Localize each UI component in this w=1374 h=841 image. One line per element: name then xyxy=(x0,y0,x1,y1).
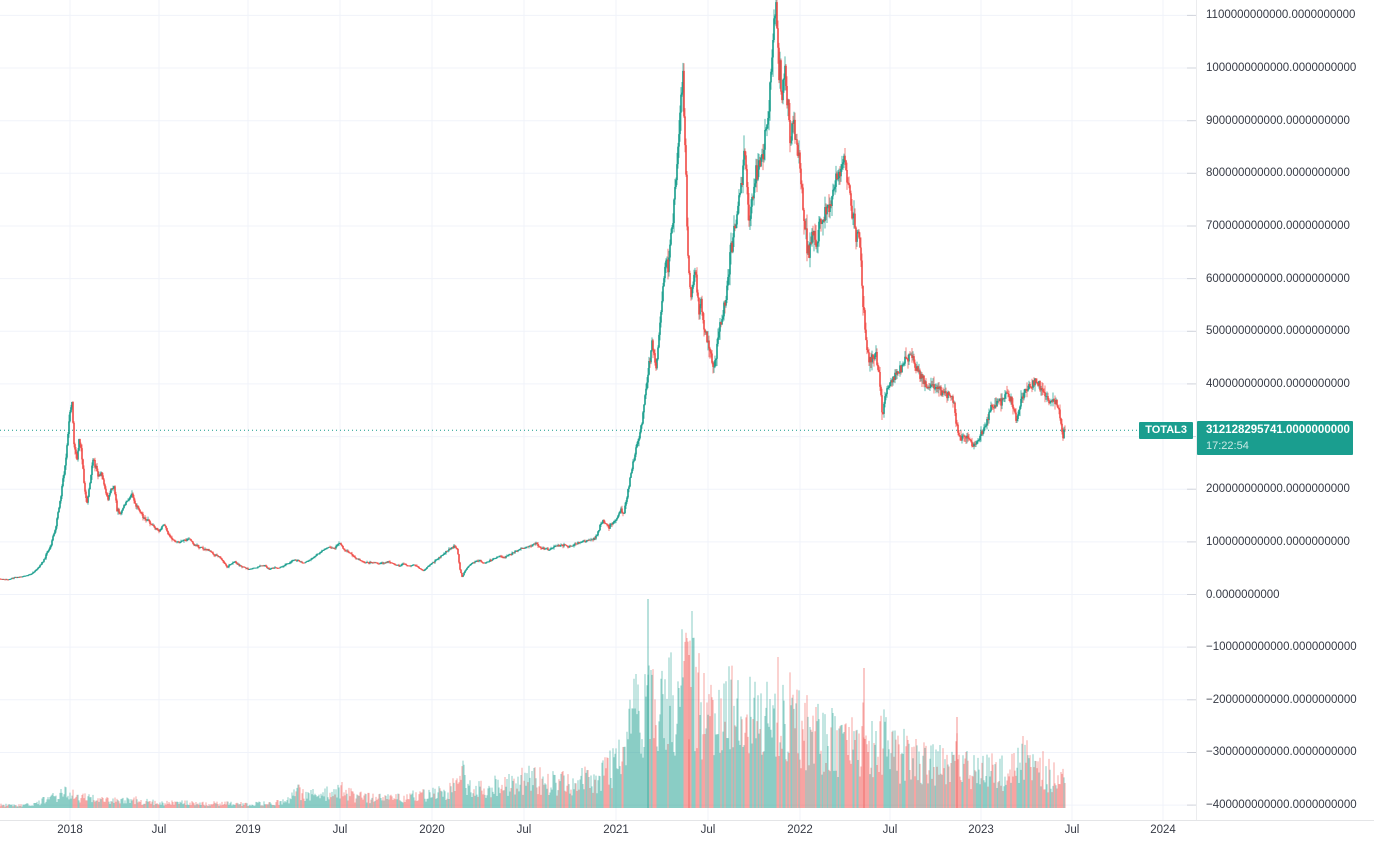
last-price-label: 312128295741.0000000000 17:22:54 xyxy=(1197,421,1353,455)
y-axis-label: −200000000000.0000000000 xyxy=(1206,693,1357,706)
x-axis-label: Jul xyxy=(882,824,898,836)
symbol-name: TOTAL3 xyxy=(1145,424,1187,436)
candle-countdown: 17:22:54 xyxy=(1206,440,1249,452)
x-axis-label: 2018 xyxy=(57,824,83,836)
time-axis[interactable]: 2018 Jul 2019 Jul 2020 Jul 2021 Jul 2022 Jul 2023 J… xyxy=(0,820,1374,841)
y-axis-label: 0.0000000000 xyxy=(1206,588,1280,601)
x-axis-label: Jul xyxy=(332,824,348,836)
x-axis-label: 2021 xyxy=(603,824,629,836)
x-axis-label: Jul xyxy=(700,824,716,836)
x-axis-label: 2022 xyxy=(787,824,813,836)
y-axis-label: 100000000000.0000000000 xyxy=(1206,535,1350,548)
y-axis-label: −400000000000.0000000000 xyxy=(1206,799,1357,812)
y-axis-label: 800000000000.0000000000 xyxy=(1206,167,1350,180)
volume-bars xyxy=(0,599,1066,808)
x-axis-label: Jul xyxy=(151,824,167,836)
y-axis-label: −100000000000.0000000000 xyxy=(1206,641,1357,654)
y-axis-label: 400000000000.0000000000 xyxy=(1206,377,1350,390)
x-axis-label: 2023 xyxy=(968,824,994,836)
y-axis-label: 500000000000.0000000000 xyxy=(1206,325,1350,338)
y-axis-label: 1100000000000.0000000000 xyxy=(1206,9,1356,22)
x-axis-label: 2019 xyxy=(235,824,261,836)
y-axis-label: 900000000000.0000000000 xyxy=(1206,114,1350,127)
y-axis-label: 1000000000000.0000000000 xyxy=(1206,62,1357,74)
x-axis-label: 2024 xyxy=(1150,824,1176,836)
y-axis-label: −300000000000.0000000000 xyxy=(1206,746,1357,759)
y-axis-label: 600000000000.0000000000 xyxy=(1206,272,1350,285)
last-price-value: 312128295741.0000000000 xyxy=(1206,424,1350,436)
x-axis-label: 2020 xyxy=(419,824,445,836)
y-axis-label: 700000000000.0000000000 xyxy=(1206,219,1350,232)
x-axis-label: Jul xyxy=(516,824,532,836)
y-axis-label: 200000000000.0000000000 xyxy=(1206,483,1350,496)
x-axis-label: Jul xyxy=(1064,824,1080,836)
candles xyxy=(0,0,1066,581)
grid xyxy=(0,0,1196,820)
symbol-price-flag: TOTAL3 xyxy=(1139,422,1193,439)
price-axis[interactable]: 1100000000000.0000000000 1000000000000.00… xyxy=(1196,0,1374,820)
